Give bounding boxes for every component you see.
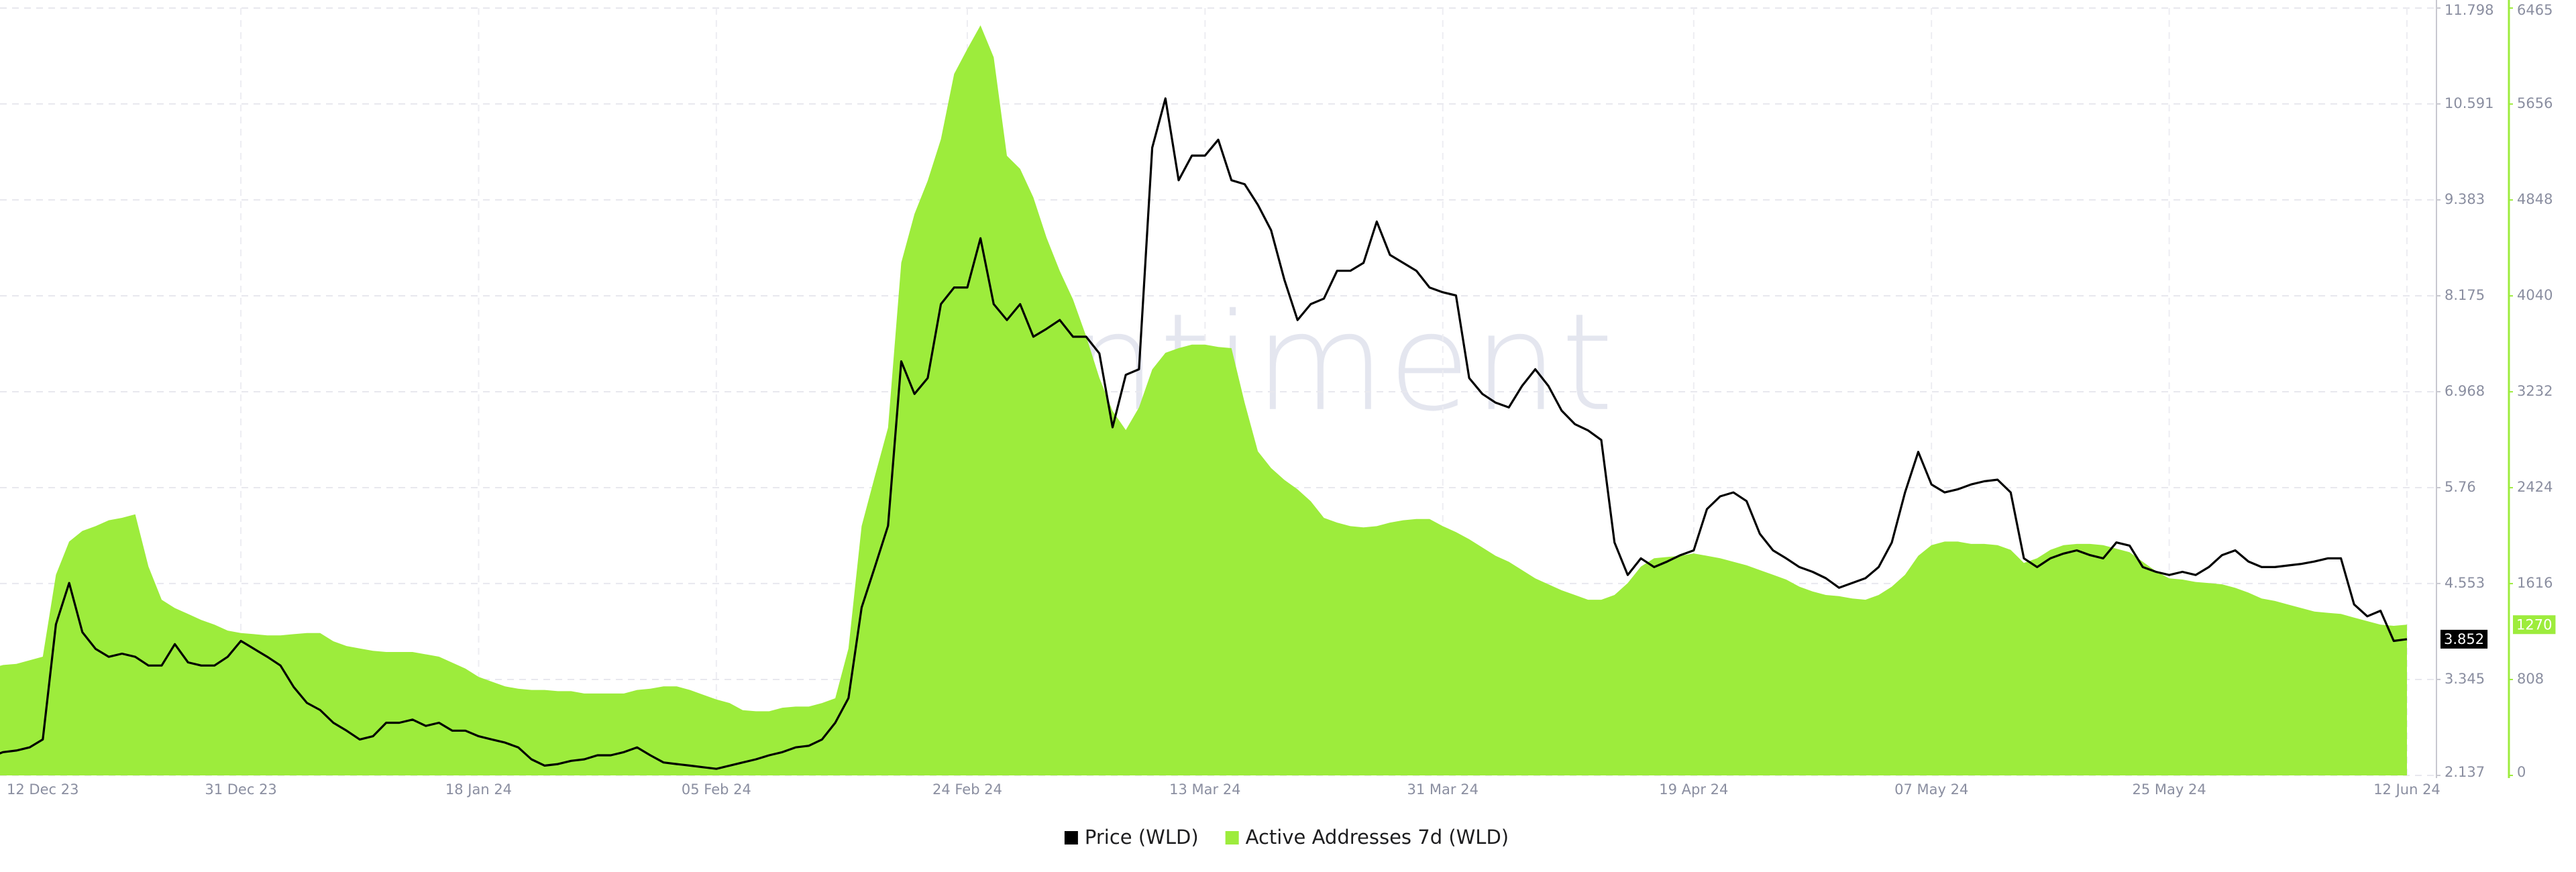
last-value-label: 3.852	[2444, 631, 2484, 647]
y2-tick-label: 808	[2517, 671, 2544, 687]
last-value-badge: 1270	[2513, 615, 2556, 635]
line	[0, 97, 2408, 770]
y-tick-label: 11.798	[2445, 2, 2493, 18]
y-tick-label: 9.383	[2445, 191, 2485, 207]
y2-tick-label: 2424	[2517, 479, 2553, 495]
last-value-box	[2440, 629, 2488, 649]
legend-label: Price (WLD)	[1085, 826, 1199, 849]
x-tick-label: 07 May 24	[1894, 781, 1968, 798]
y-tick-label: 10.591	[2445, 95, 2493, 111]
last-value-badge: 3.852	[2440, 629, 2488, 649]
y2-tick-label: 0	[2517, 764, 2526, 780]
y-tick-label: 4.553	[2445, 575, 2485, 591]
y2-tick-label: 5656	[2517, 95, 2553, 111]
legend: Price (WLD) Active Addresses 7d (WLD)	[1064, 826, 1509, 849]
x-tick-label: 12 Jun 24	[2373, 781, 2440, 798]
area	[0, 25, 2407, 775]
y-tick-label: 5.76	[2445, 479, 2476, 495]
y-tick-label: 8.175	[2445, 287, 2485, 303]
y-tick-label: 3.345	[2445, 671, 2485, 687]
y2-tick-label: 3232	[2517, 383, 2553, 399]
x-tick-label: 25 May 24	[2132, 781, 2206, 798]
legend-swatch	[1225, 831, 1239, 844]
y-tick-label: 6.968	[2445, 383, 2485, 399]
y2-tick-label: 6465	[2517, 2, 2553, 18]
x-tick-label: 05 Feb 24	[682, 781, 751, 798]
x-tick-label: 24 Feb 24	[932, 781, 1002, 798]
x-tick-label: 13 Mar 24	[1169, 781, 1240, 798]
legend-label: Active Addresses 7d (WLD)	[1246, 826, 1509, 849]
last-value-box	[2513, 615, 2556, 635]
x-tick-label: 19 Apr 24	[1659, 781, 1728, 798]
legend-swatch	[1064, 831, 1078, 844]
y2-tick-label: 4848	[2517, 191, 2553, 207]
y2-tick-label: 4040	[2517, 287, 2553, 303]
x-tick-label: 31 Mar 24	[1407, 781, 1479, 798]
last-value-label: 1270	[2516, 616, 2552, 633]
y-tick-label: 2.137	[2445, 764, 2485, 780]
y2-tick-label: 1616	[2517, 575, 2553, 591]
x-tick-label: 18 Jan 24	[445, 781, 512, 798]
plot-area	[0, 25, 2408, 775]
x-tick-label: 12 Dec 23	[7, 781, 78, 798]
x-tick-label: 31 Dec 23	[205, 781, 276, 798]
